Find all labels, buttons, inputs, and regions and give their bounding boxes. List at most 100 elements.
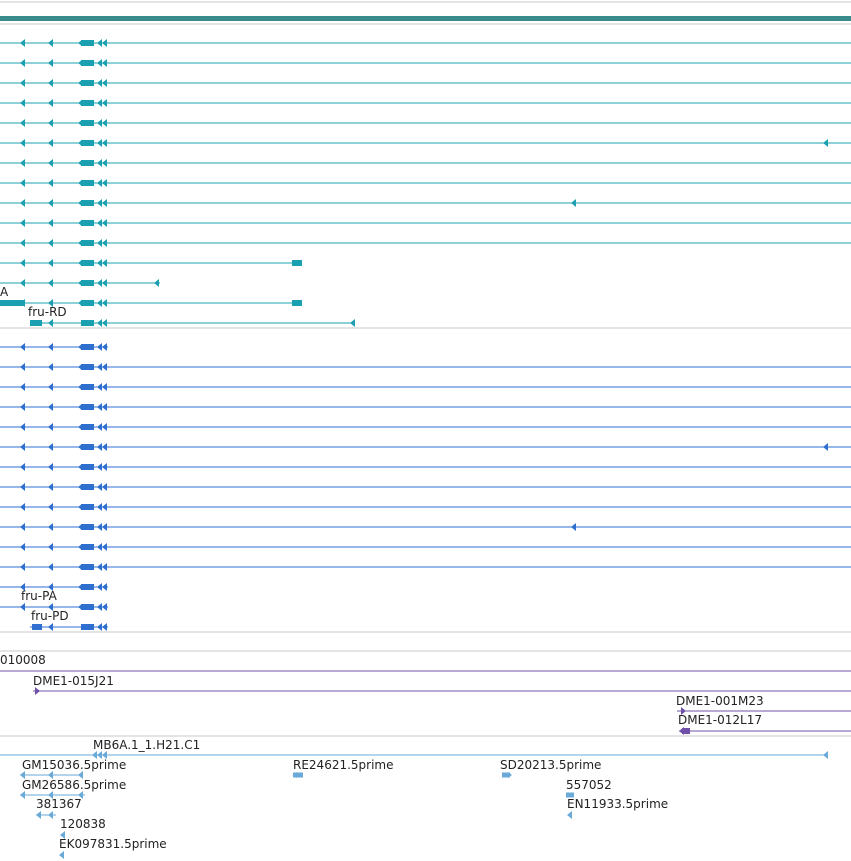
- est-arrow: [48, 791, 53, 799]
- est-block: [293, 772, 303, 778]
- coding-exon-block: [81, 40, 94, 46]
- coding-exon-block: [81, 160, 94, 166]
- label-fru-rd[interactable]: fru-RD: [28, 305, 67, 319]
- exon-arrow: [102, 199, 107, 207]
- label-re24621[interactable]: RE24621.5prime: [293, 758, 394, 772]
- exon-arrow: [48, 319, 53, 327]
- coding-exon-block: [81, 504, 94, 510]
- exon-arrow: [20, 179, 25, 187]
- exon-arrow: [102, 219, 107, 227]
- exon-arrow: [102, 543, 107, 551]
- exon-arrow: [97, 423, 102, 431]
- est-block: [566, 792, 574, 798]
- est-block: [502, 772, 510, 778]
- exon-arrow: [48, 583, 53, 591]
- coding-exon-block: [81, 564, 94, 570]
- coding-exon-block: [81, 484, 94, 490]
- exon-arrow: [48, 119, 53, 127]
- exon-arrow: [48, 259, 53, 267]
- coding-exon-block: [81, 260, 94, 266]
- label-en11933[interactable]: EN11933.5prime: [567, 797, 669, 811]
- exon-arrow: [48, 623, 53, 631]
- exon-arrow: [102, 423, 107, 431]
- label-fru-pd[interactable]: fru-PD: [31, 609, 69, 623]
- exon-arrow: [48, 543, 53, 551]
- exon-arrow: [48, 503, 53, 511]
- exon-arrow: [102, 363, 107, 371]
- exon-arrow: [97, 59, 102, 67]
- exon-arrow: [823, 443, 828, 451]
- exon-arrow: [20, 503, 25, 511]
- exon-arrow: [48, 463, 53, 471]
- exon-arrow: [48, 99, 53, 107]
- coding-exon-block: [81, 80, 94, 86]
- exon-arrow: [48, 219, 53, 227]
- coding-exon-block: [81, 180, 94, 186]
- coding-exon-block: [81, 220, 94, 226]
- coding-exon-block: [81, 280, 94, 286]
- label-bac-010008[interactable]: 010008: [0, 653, 46, 667]
- exon-arrow: [20, 423, 25, 431]
- exon-arrow: [20, 583, 25, 591]
- exon-arrow: [97, 299, 102, 307]
- label-557052[interactable]: 557052: [566, 778, 612, 792]
- coding-exon-block: [81, 544, 94, 550]
- bac-clone-end: [35, 687, 40, 695]
- est-arrow: [20, 791, 25, 799]
- est-arrow: [102, 751, 107, 759]
- label-dme1-015j21[interactable]: DME1-015J21: [33, 674, 114, 688]
- exon-arrow: [102, 343, 107, 351]
- exon-arrow: [20, 403, 25, 411]
- exon-arrow: [97, 563, 102, 571]
- label-120838[interactable]: 120838: [60, 817, 106, 831]
- est-arrow: [508, 772, 512, 778]
- label-dme1-001m23[interactable]: DME1-001M23: [676, 694, 764, 708]
- bac-clone-end: [682, 728, 690, 734]
- coding-exon-block: [81, 320, 94, 326]
- label-381367[interactable]: 381367: [36, 797, 82, 811]
- exon-arrow: [48, 443, 53, 451]
- est-arrow: [823, 751, 828, 759]
- exon-arrow: [97, 199, 102, 207]
- label-transcript-a-partial[interactable]: A: [0, 285, 9, 299]
- coding-exon-block: [81, 384, 94, 390]
- est-arrow: [36, 811, 41, 819]
- exon-arrow: [97, 383, 102, 391]
- exon-arrow: [97, 219, 102, 227]
- coding-exon-block: [81, 364, 94, 370]
- est-arrow: [48, 771, 53, 779]
- exon-arrow: [97, 99, 102, 107]
- est-arrow: [48, 811, 53, 819]
- label-dme1-012l17[interactable]: DME1-012L17: [678, 713, 762, 727]
- exon-arrow: [48, 299, 53, 307]
- coding-exon-block: [30, 320, 42, 326]
- label-gm15036[interactable]: GM15036.5prime: [22, 758, 127, 772]
- exon-arrow: [102, 443, 107, 451]
- exon-arrow: [97, 363, 102, 371]
- exon-arrow: [20, 483, 25, 491]
- exon-arrow: [20, 383, 25, 391]
- label-ek097831[interactable]: EK097831.5prime: [59, 837, 167, 851]
- exon-arrow: [48, 403, 53, 411]
- exon-arrow: [350, 319, 355, 327]
- exon-arrow: [48, 159, 53, 167]
- exon-arrow: [48, 239, 53, 247]
- exon-arrow: [102, 583, 107, 591]
- label-fru-pa[interactable]: fru-PA: [21, 589, 57, 603]
- label-gm26586[interactable]: GM26586.5prime: [22, 778, 127, 792]
- label-sd20213[interactable]: SD20213.5prime: [500, 758, 602, 772]
- exon-arrow: [48, 39, 53, 47]
- exon-arrow: [20, 543, 25, 551]
- coding-exon-block: [81, 524, 94, 530]
- exon-arrow: [102, 299, 107, 307]
- exon-arrow: [102, 503, 107, 511]
- label-mb6a[interactable]: MB6A.1_1.H21.C1: [93, 738, 201, 752]
- exon-arrow: [102, 239, 107, 247]
- exon-arrow: [97, 119, 102, 127]
- exon-arrow: [20, 563, 25, 571]
- coding-exon-block: [81, 120, 94, 126]
- coding-exon-block: [81, 404, 94, 410]
- est-arrow: [59, 851, 64, 859]
- exon-arrow: [48, 59, 53, 67]
